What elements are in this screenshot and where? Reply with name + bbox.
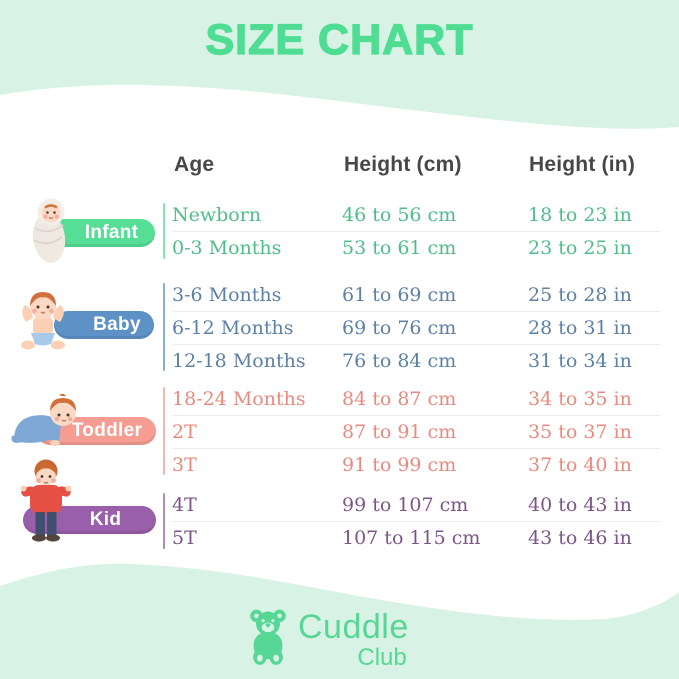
height-in-cell: 35 to 37 in — [528, 421, 632, 443]
table-row: 18-24 Months 84 to 87 cm 34 to 35 in — [172, 383, 661, 415]
height-cm-cell: 61 to 69 cm — [342, 284, 457, 306]
group-accent-line — [163, 387, 165, 475]
brand-name: Cuddle Club — [298, 608, 409, 670]
table-row: 4T 99 to 107 cm 40 to 43 in — [172, 489, 661, 521]
toddler-badge-label: Toddler — [71, 420, 143, 441]
group-accent-line — [163, 203, 165, 259]
table-row: 5T 107 to 115 cm 43 to 46 in — [172, 521, 661, 554]
height-cm-cell: 99 to 107 cm — [342, 494, 469, 516]
height-cm-cell: 76 to 84 cm — [342, 350, 457, 372]
baby-badge: Baby — [54, 311, 154, 339]
age-cell: 5T — [172, 527, 197, 549]
height-in-cell: 31 to 34 in — [528, 350, 632, 372]
baby-badge-label: Baby — [93, 314, 141, 335]
height-cm-cell: 46 to 56 cm — [342, 204, 457, 226]
column-header-height-cm: Height (cm) — [344, 153, 462, 176]
table-row: 6-12 Months 69 to 76 cm 28 to 31 in — [172, 311, 661, 344]
group-accent-line — [163, 493, 165, 549]
table-row: Newborn 46 to 56 cm 18 to 23 in — [172, 199, 661, 231]
table-row: 12-18 Months 76 to 84 cm 31 to 34 in — [172, 344, 661, 377]
age-cell: 2T — [172, 421, 197, 443]
teddy-bear-icon — [250, 609, 286, 665]
height-cm-cell: 84 to 87 cm — [342, 388, 457, 410]
height-in-cell: 40 to 43 in — [528, 494, 632, 516]
brand-name-primary: Cuddle — [298, 608, 409, 646]
age-cell: 6-12 Months — [172, 317, 294, 339]
brand-name-secondary: Club — [357, 644, 407, 671]
page-title: SIZE CHART — [205, 15, 474, 64]
column-header-age: Age — [174, 153, 215, 176]
age-cell: 18-24 Months — [172, 388, 306, 410]
height-cm-cell: 91 to 99 cm — [342, 454, 457, 476]
size-group-infant: Newborn 46 to 56 cm 18 to 23 in 0-3 Mont… — [0, 199, 679, 263]
size-group-kid: 4T 99 to 107 cm 40 to 43 in 5T 107 to 11… — [0, 489, 679, 553]
age-cell: Newborn — [172, 204, 262, 226]
height-in-cell: 28 to 31 in — [528, 317, 632, 339]
height-in-cell: 18 to 23 in — [528, 204, 632, 226]
height-cm-cell: 107 to 115 cm — [342, 527, 481, 549]
table-row: 3-6 Months 61 to 69 cm 25 to 28 in — [172, 279, 661, 311]
size-group-baby: 3-6 Months 61 to 69 cm 25 to 28 in 6-12 … — [0, 279, 679, 375]
height-in-cell: 25 to 28 in — [528, 284, 632, 306]
table-row: 2T 87 to 91 cm 35 to 37 in — [172, 415, 661, 448]
infant-badge-label: Infant — [84, 222, 139, 243]
table-row: 3T 91 to 99 cm 37 to 40 in — [172, 448, 661, 481]
height-in-cell: 37 to 40 in — [528, 454, 632, 476]
height-cm-cell: 69 to 76 cm — [342, 317, 457, 339]
height-in-cell: 43 to 46 in — [528, 527, 632, 549]
column-header-height-in: Height (in) — [529, 153, 636, 176]
height-cm-cell: 53 to 61 cm — [342, 237, 457, 259]
swaddled-infant-illustration — [32, 198, 66, 263]
age-cell: 3T — [172, 454, 197, 476]
age-cell: 3-6 Months — [172, 284, 282, 306]
brand-logo: Cuddle Club — [244, 608, 409, 670]
crawling-toddler-illustration — [11, 393, 76, 446]
standing-kid-illustration — [20, 459, 72, 542]
height-cm-cell: 87 to 91 cm — [342, 421, 457, 443]
age-cell: 12-18 Months — [172, 350, 306, 372]
size-group-toddler: 18-24 Months 84 to 87 cm 34 to 35 in 2T … — [0, 383, 679, 479]
kid-badge-label: Kid — [89, 509, 122, 530]
age-cell: 0-3 Months — [172, 237, 282, 259]
height-in-cell: 23 to 25 in — [528, 237, 632, 259]
sitting-baby-illustration — [21, 292, 65, 350]
group-accent-line — [163, 283, 165, 371]
height-in-cell: 34 to 35 in — [528, 388, 632, 410]
table-row: 0-3 Months 53 to 61 cm 23 to 25 in — [172, 231, 661, 264]
age-cell: 4T — [172, 494, 197, 516]
